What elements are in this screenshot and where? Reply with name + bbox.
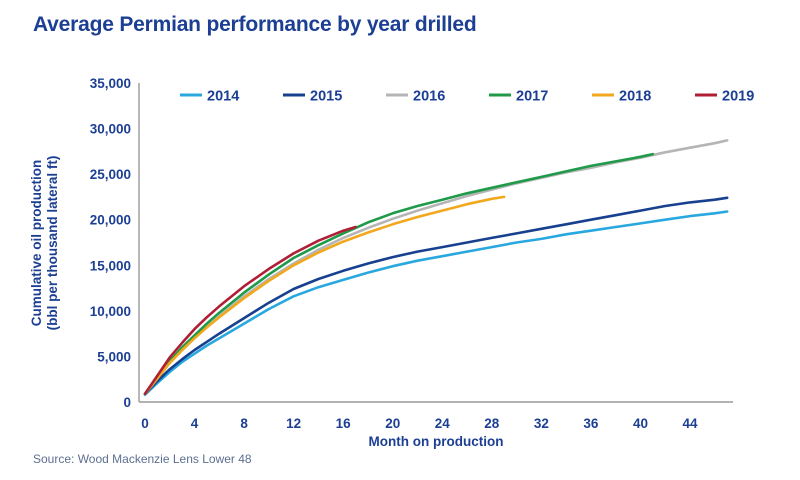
x-tick-label: 4 <box>191 416 199 431</box>
y-tick-label: 35,000 <box>90 76 131 91</box>
legend-label-2019: 2019 <box>722 89 754 105</box>
x-tick-label: 12 <box>286 416 301 431</box>
series-line-2015 <box>143 196 729 396</box>
legend-label-2016: 2016 <box>413 89 445 105</box>
x-tick-label: 40 <box>633 416 648 431</box>
series-line-2019 <box>143 225 357 396</box>
x-axis-title: Month on production <box>369 434 504 449</box>
x-tick-label: 36 <box>583 416 599 431</box>
legend-label-2014: 2014 <box>207 89 239 105</box>
legend-label-2018: 2018 <box>619 89 651 105</box>
source-note: Source: Wood Mackenzie Lens Lower 48 <box>33 452 252 466</box>
y-tick-label: 15,000 <box>90 258 131 273</box>
y-tick-label: 30,000 <box>90 122 131 137</box>
legend-label-2015: 2015 <box>310 89 342 105</box>
y-tick-label: 5,000 <box>97 349 131 364</box>
y-axis-title: (bbl per thousand lateral ft) <box>45 156 60 331</box>
x-tick-label: 0 <box>141 416 149 431</box>
series-line-2014 <box>143 210 729 397</box>
legend-label-2017: 2017 <box>516 89 548 105</box>
x-tick-label: 16 <box>336 416 352 431</box>
y-tick-label: 20,000 <box>90 213 131 228</box>
x-tick-label: 24 <box>435 416 451 431</box>
series-line-2017 <box>143 152 655 396</box>
series-line-2016 <box>143 139 729 396</box>
x-tick-label: 28 <box>484 416 500 431</box>
x-tick-label: 44 <box>682 416 698 431</box>
x-tick-label: 20 <box>385 416 400 431</box>
series-line-2018 <box>143 195 506 396</box>
x-tick-label: 32 <box>534 416 549 431</box>
y-tick-label: 10,000 <box>90 304 131 319</box>
y-tick-label: 25,000 <box>90 167 131 182</box>
x-tick-label: 8 <box>240 416 248 431</box>
page-title: Average Permian performance by year dril… <box>33 13 477 36</box>
y-tick-label: 0 <box>123 395 131 410</box>
y-axis-title: Cumulative oil production <box>29 160 44 327</box>
